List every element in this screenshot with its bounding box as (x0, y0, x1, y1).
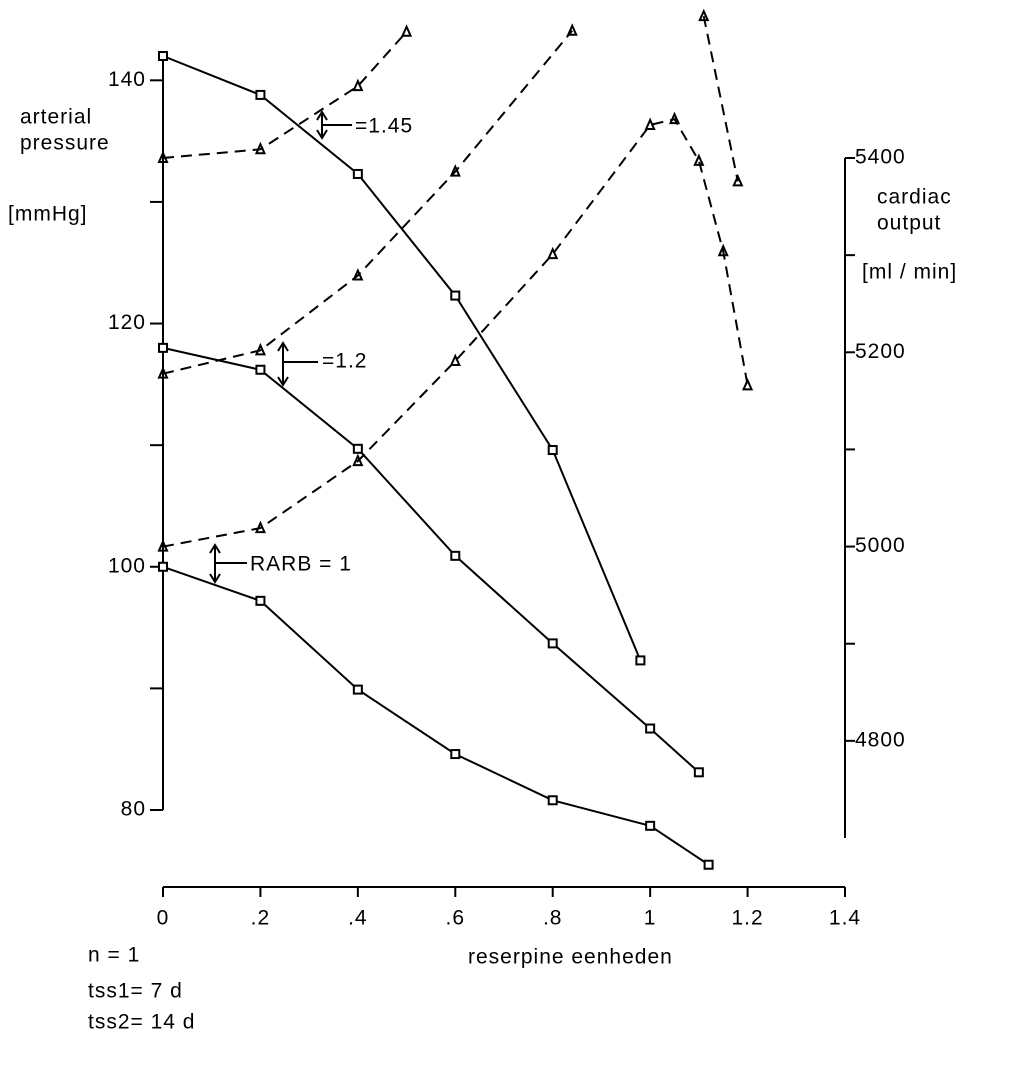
annotation-arrows (209, 110, 352, 584)
y-tick-label: 80 (121, 798, 146, 821)
x-tick-label: 0 (157, 907, 170, 930)
marker (732, 173, 744, 187)
marker (158, 561, 168, 572)
marker (449, 353, 461, 367)
y2-tick-label: 5000 (855, 534, 906, 557)
y2-tick-label: 4800 (855, 728, 906, 751)
marker (693, 767, 704, 778)
note: tss2= 14 d (88, 1011, 195, 1034)
marker (352, 268, 364, 281)
marker (157, 150, 169, 163)
marker (157, 366, 169, 379)
series-line (162, 15, 739, 375)
annotation: RARB = 1 (250, 553, 352, 576)
marker (547, 795, 558, 806)
marker (645, 820, 656, 831)
marker (157, 539, 169, 552)
x-tick-label: .6 (446, 907, 466, 930)
y-label: arterial (20, 106, 92, 129)
marker (547, 445, 558, 456)
x-tick-label: .4 (348, 907, 368, 930)
marker (668, 111, 681, 125)
marker (158, 51, 168, 61)
marker (645, 723, 656, 734)
annotation: =1.2 (322, 350, 367, 373)
marker (693, 153, 705, 166)
y2-tick-label: 5200 (855, 340, 906, 363)
series-line (162, 55, 642, 661)
marker (352, 168, 363, 179)
y-label: pressure (20, 132, 110, 155)
y-label: [mmHg] (8, 203, 88, 226)
x-tick-label: 1.4 (829, 907, 861, 930)
y2-label: output (877, 212, 941, 235)
marker (255, 595, 266, 606)
marker (352, 78, 364, 92)
marker (547, 638, 558, 649)
x-tick-label: .2 (251, 907, 271, 930)
marker (450, 749, 461, 760)
marker (352, 453, 364, 467)
note: tss1= 7 d (88, 980, 183, 1003)
marker (401, 24, 413, 37)
marker (635, 655, 646, 666)
marker (566, 23, 578, 36)
marker (254, 141, 266, 155)
marker (547, 246, 559, 260)
series-line (162, 117, 749, 548)
annotation: =1.45 (355, 115, 413, 138)
x-tick-label: 1 (644, 907, 657, 930)
note: n = 1 (88, 944, 140, 967)
x-tick-label: 1.2 (731, 907, 763, 930)
marker (717, 243, 729, 257)
marker (742, 377, 754, 391)
marker (352, 443, 363, 454)
x-label: reserpine eenheden (468, 946, 673, 969)
marker (450, 290, 461, 301)
x-tick-label: .8 (543, 907, 563, 930)
marker (158, 342, 168, 353)
marker (644, 117, 656, 130)
y2-tick-label: 5400 (855, 146, 906, 169)
y2-label: [ml / min] (862, 261, 957, 284)
y-tick-label: 100 (108, 554, 146, 577)
marker (255, 364, 266, 375)
marker (698, 8, 710, 22)
y-tick-label: 120 (108, 311, 146, 334)
marker (255, 89, 266, 100)
y2-label: cardiac (877, 186, 952, 209)
marker (703, 859, 714, 870)
marker (254, 520, 266, 534)
y-tick-label: 140 (108, 68, 146, 91)
marker (254, 342, 266, 356)
marker (449, 164, 461, 177)
marker (352, 684, 363, 695)
marker (450, 550, 461, 561)
